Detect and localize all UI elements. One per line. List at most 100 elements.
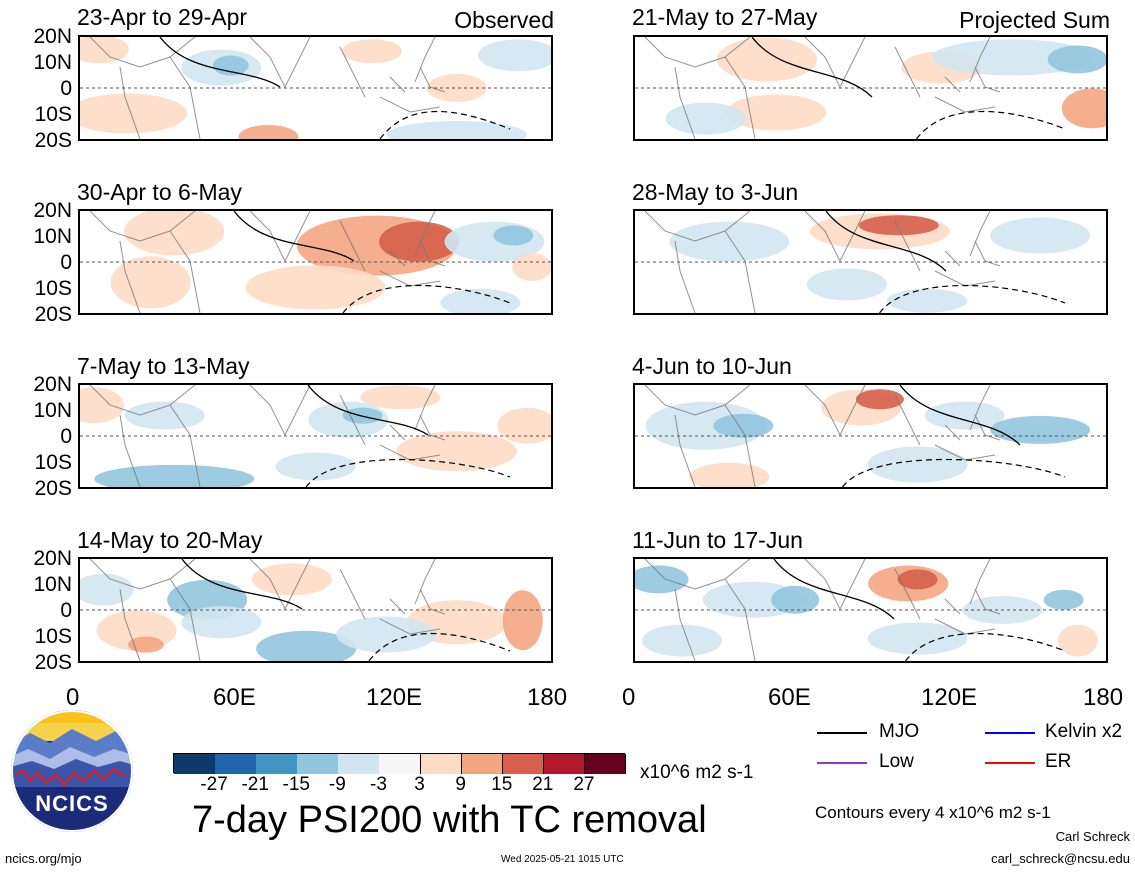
colorbar-label: -21 (241, 774, 269, 795)
x-tick-label: 60E (768, 684, 811, 711)
anomaly-region (110, 256, 191, 309)
x-tick-label: 0 (622, 684, 636, 711)
anomaly-region (426, 74, 487, 102)
anomaly-region (502, 590, 543, 651)
anomaly-region (80, 93, 188, 134)
legend-label-mjo: MJO (879, 721, 920, 742)
anomaly-map (635, 559, 1106, 661)
y-tick-label: 10S (34, 103, 72, 126)
anomaly-region (689, 462, 770, 487)
panel-title: 30-Apr to 6-May (77, 179, 242, 205)
mjo-contour (899, 385, 1021, 446)
panel-title: 23-Apr to 29-Apr (77, 4, 248, 30)
y-tick-label: 20S (34, 129, 72, 152)
map-panel-2 (633, 35, 1108, 141)
anomaly-region (665, 102, 746, 135)
anomaly-region (336, 616, 437, 653)
anomaly-region (245, 265, 386, 310)
y-tick-label: 0 (60, 599, 72, 622)
ncics-logo: NCICS (10, 709, 134, 833)
y-tick-label: 10S (34, 451, 72, 474)
anomaly-map (635, 385, 1106, 487)
mjo-contour-negative (379, 111, 511, 139)
colorbar-swatch (502, 754, 545, 774)
panel-title: 14-May to 20-May (77, 527, 263, 553)
anomaly-map (635, 37, 1106, 139)
map-panel-7 (78, 557, 553, 663)
y-tick-label: 10S (34, 625, 72, 648)
panel-title: 4-Jun to 10-Jun (632, 353, 792, 379)
y-tick-label: 10N (33, 225, 72, 248)
anomaly-region (497, 407, 551, 444)
y-tick-label: 10S (34, 277, 72, 300)
y-tick-label: 10N (33, 573, 72, 596)
main-title: 7-day PSI200 with TC removal (192, 799, 707, 841)
mjo-contour-negative (305, 458, 511, 487)
y-tick-label: 20N (33, 25, 72, 48)
colorbar-label: 15 (491, 774, 513, 795)
anomaly-region (669, 221, 790, 262)
panel-tag: Projected Sum (959, 7, 1110, 33)
panel-title: 28-May to 3-Jun (632, 179, 799, 205)
colorbar-swatch (338, 754, 380, 774)
anomaly-region (897, 569, 938, 590)
anomaly-region (990, 217, 1091, 254)
anomaly-region (1043, 589, 1084, 610)
anomaly-region (440, 288, 521, 313)
colorbar-swatch (256, 754, 298, 774)
y-tick-label: 0 (60, 251, 72, 274)
colorbar-swatch (174, 754, 216, 774)
er-line-swatch (985, 762, 1035, 764)
anomaly-region (716, 37, 817, 82)
map-panel-1 (78, 35, 553, 141)
anomaly-map (80, 37, 551, 139)
mjo-contour (751, 37, 873, 98)
footer-url[interactable]: ncics.org/mjo (5, 851, 82, 866)
anomaly-region (1047, 45, 1106, 74)
colorbar-label: -9 (328, 774, 346, 795)
colorbar-swatch (420, 754, 463, 774)
anomaly-region (80, 37, 129, 64)
colorbar-swatch (461, 754, 504, 774)
colorbar-label: 9 (455, 774, 466, 795)
y-tick-label: 20N (33, 547, 72, 570)
anomaly-region (379, 221, 460, 262)
contour-note: Contours every 4 x10^6 m2 s-1 (815, 803, 1051, 822)
anomaly-region (990, 415, 1091, 444)
anomaly-region (256, 630, 357, 661)
mjo-contour (159, 37, 281, 88)
legend-label-low: Low (879, 751, 914, 772)
panel-title: 11-Jun to 17-Jun (632, 527, 803, 553)
mjo-contour-negative (916, 110, 1066, 139)
y-tick-label: 20S (34, 477, 72, 500)
y-tick-label: 20N (33, 373, 72, 396)
colorbar-label: -27 (200, 774, 228, 795)
low-line-swatch (817, 762, 867, 764)
mjo-contour-negative (905, 632, 1066, 661)
anomaly-region (127, 636, 164, 653)
mjo-contour-negative (342, 284, 511, 313)
coastline (89, 559, 446, 661)
colorbar-swatch (297, 754, 339, 774)
x-tick-label: 120E (366, 684, 423, 711)
y-tick-label: 20S (34, 651, 72, 674)
colorbar-swatch (215, 754, 257, 774)
coastline (644, 37, 1001, 139)
panel-title: 7-May to 13-May (77, 353, 250, 379)
anomaly-region (342, 39, 403, 64)
colorbar-units: x10^6 m2 s-1 (640, 762, 754, 783)
anomaly-region (855, 389, 904, 410)
anomaly-region (493, 225, 534, 246)
mjo-contour (233, 211, 355, 262)
anomaly-region (478, 39, 551, 72)
mjo-contour (307, 385, 429, 436)
anomaly-region (867, 446, 968, 483)
anomaly-region (396, 431, 517, 472)
contour-legend: MJO Kelvin x2 Low ER (817, 722, 1127, 782)
anomaly-region (94, 464, 255, 487)
footer-email[interactable]: carl_schreck@ncsu.edu (991, 851, 1130, 866)
legend-label-kelvin: Kelvin x2 (1045, 721, 1123, 742)
panel-tag: Observed (454, 7, 554, 33)
anomaly-region (1057, 624, 1098, 657)
anomaly-region (275, 452, 356, 481)
